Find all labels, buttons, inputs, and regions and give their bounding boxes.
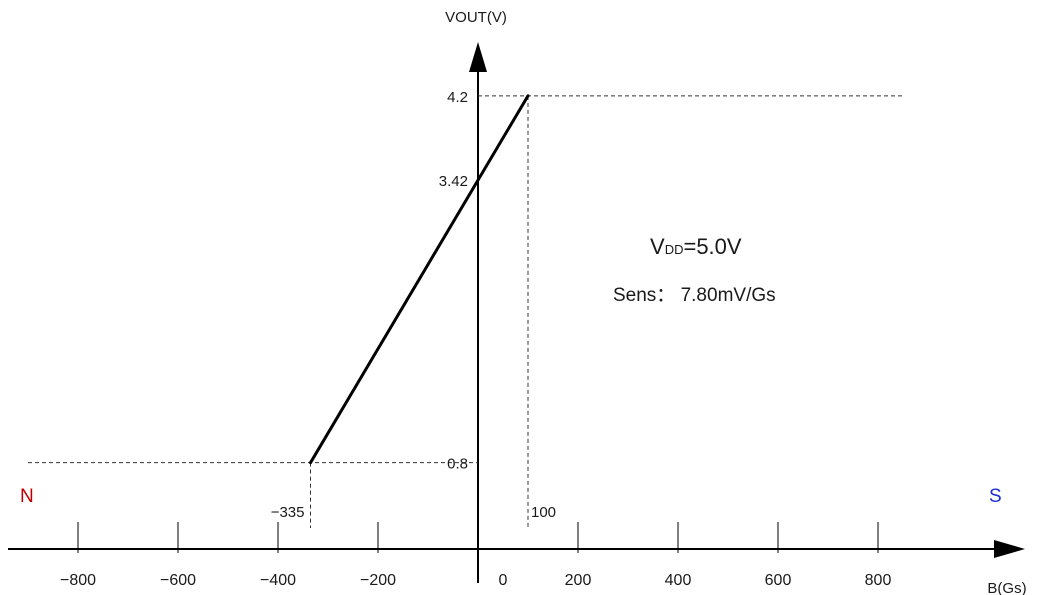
series (311, 96, 529, 463)
y-axis-title: VOUT(V) (445, 9, 507, 26)
x-tick-label-5: 200 (565, 572, 592, 589)
x-tick-label-6: 400 (665, 572, 692, 589)
x-tick-label-0: −800 (60, 572, 96, 589)
y-marker-label-0: 0.8 (447, 456, 468, 473)
north-pole-label: N (20, 486, 34, 507)
vdd-value: =5.0V (683, 234, 741, 259)
y-axis-arrow (469, 42, 487, 72)
sensitivity-annotation: Sens： 7.80mV/Gs (613, 285, 776, 306)
x-tick-label-7: 600 (765, 572, 792, 589)
y-marker-label-2: 4.2 (447, 89, 468, 106)
y-marker-label-1: 3.42 (439, 173, 468, 190)
x-axis-arrow (994, 540, 1025, 558)
vdd-prefix: V (650, 234, 665, 259)
vdd-subscript: DD (665, 242, 684, 257)
x-tick-labels: −800 −600 −400 −200 0 200 400 600 800 (60, 572, 891, 589)
x-tick-label-8: 800 (865, 572, 892, 589)
x-tick-label-1: −600 (160, 572, 196, 589)
south-pole-label: S (989, 486, 1002, 507)
axes (8, 42, 1025, 583)
x-tick-label-3: −200 (360, 572, 396, 589)
x-tick-label-2: −400 (260, 572, 296, 589)
transfer-line (311, 96, 529, 463)
vdd-annotation: VDD=5.0V (650, 234, 742, 259)
x-marker-label-1: 100 (531, 504, 556, 521)
x-tick-label-4: 0 (499, 572, 508, 589)
x-marker-label-0: −335 (271, 504, 305, 521)
x-axis-title: B(Gs) (987, 580, 1026, 595)
